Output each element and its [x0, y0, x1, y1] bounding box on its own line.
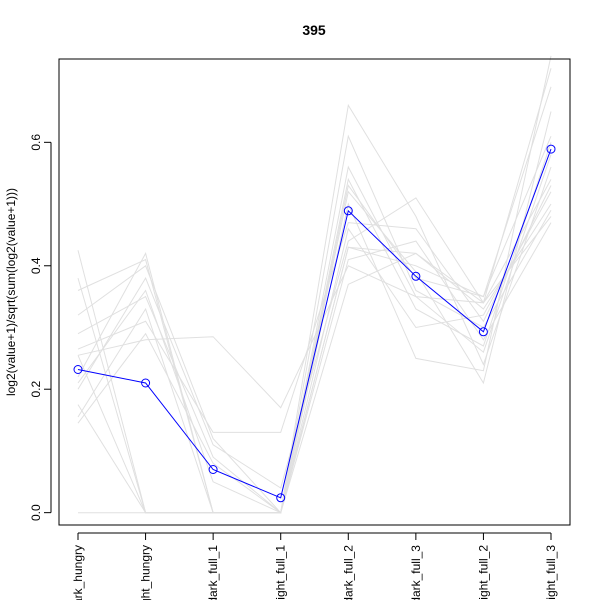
plot-frame	[58, 58, 571, 526]
background-series-group	[77, 55, 552, 514]
x-tick-label: dark_full_2	[341, 545, 355, 600]
x-tick-label: light_full_2	[476, 545, 490, 600]
highlight-series-point	[208, 465, 218, 474]
chart-title: 395	[302, 22, 326, 38]
y-axis-label: log2(value+1)/sqrt(sum(log2(value+1)))	[4, 188, 18, 396]
highlight-series-point	[276, 493, 286, 503]
highlight-series-point	[411, 271, 421, 281]
highlight-series-line	[77, 148, 552, 499]
y-axis: 0.0 0.2 0.4 0.6	[29, 134, 52, 521]
y-tick-label: 0.6	[29, 134, 43, 151]
highlight-series-group	[73, 144, 556, 503]
x-axis: ark_hungry ght_hungry dark_full_1 light_ful…	[71, 532, 558, 605]
y-tick-label: 0.2	[29, 381, 43, 398]
x-tick-label: dark_full_1	[206, 545, 220, 600]
x-tick-label: ark_hungry	[71, 545, 85, 600]
highlight-series-point	[343, 206, 353, 216]
x-tick-label: ght_hungry	[139, 545, 153, 600]
x-tick-label: light_full_3	[544, 545, 558, 600]
background-series-line	[77, 154, 552, 514]
background-series-line	[77, 203, 552, 514]
y-tick-label: 0.0	[29, 504, 43, 521]
background-series-line	[77, 191, 552, 514]
x-tick-label: dark_full_3	[409, 545, 423, 600]
background-series-line	[77, 86, 552, 514]
background-series-line	[77, 134, 552, 514]
background-series-line	[77, 185, 552, 433]
background-series-line	[78, 136, 552, 514]
highlight-series-point	[73, 365, 83, 374]
highlight-series-point	[546, 144, 556, 154]
x-tick-label: light_full_1	[274, 545, 288, 600]
highlight-series-point	[141, 378, 151, 388]
highlight-series-point	[478, 327, 488, 337]
background-series-line	[77, 179, 552, 489]
y-tick-label: 0.4	[29, 257, 43, 274]
